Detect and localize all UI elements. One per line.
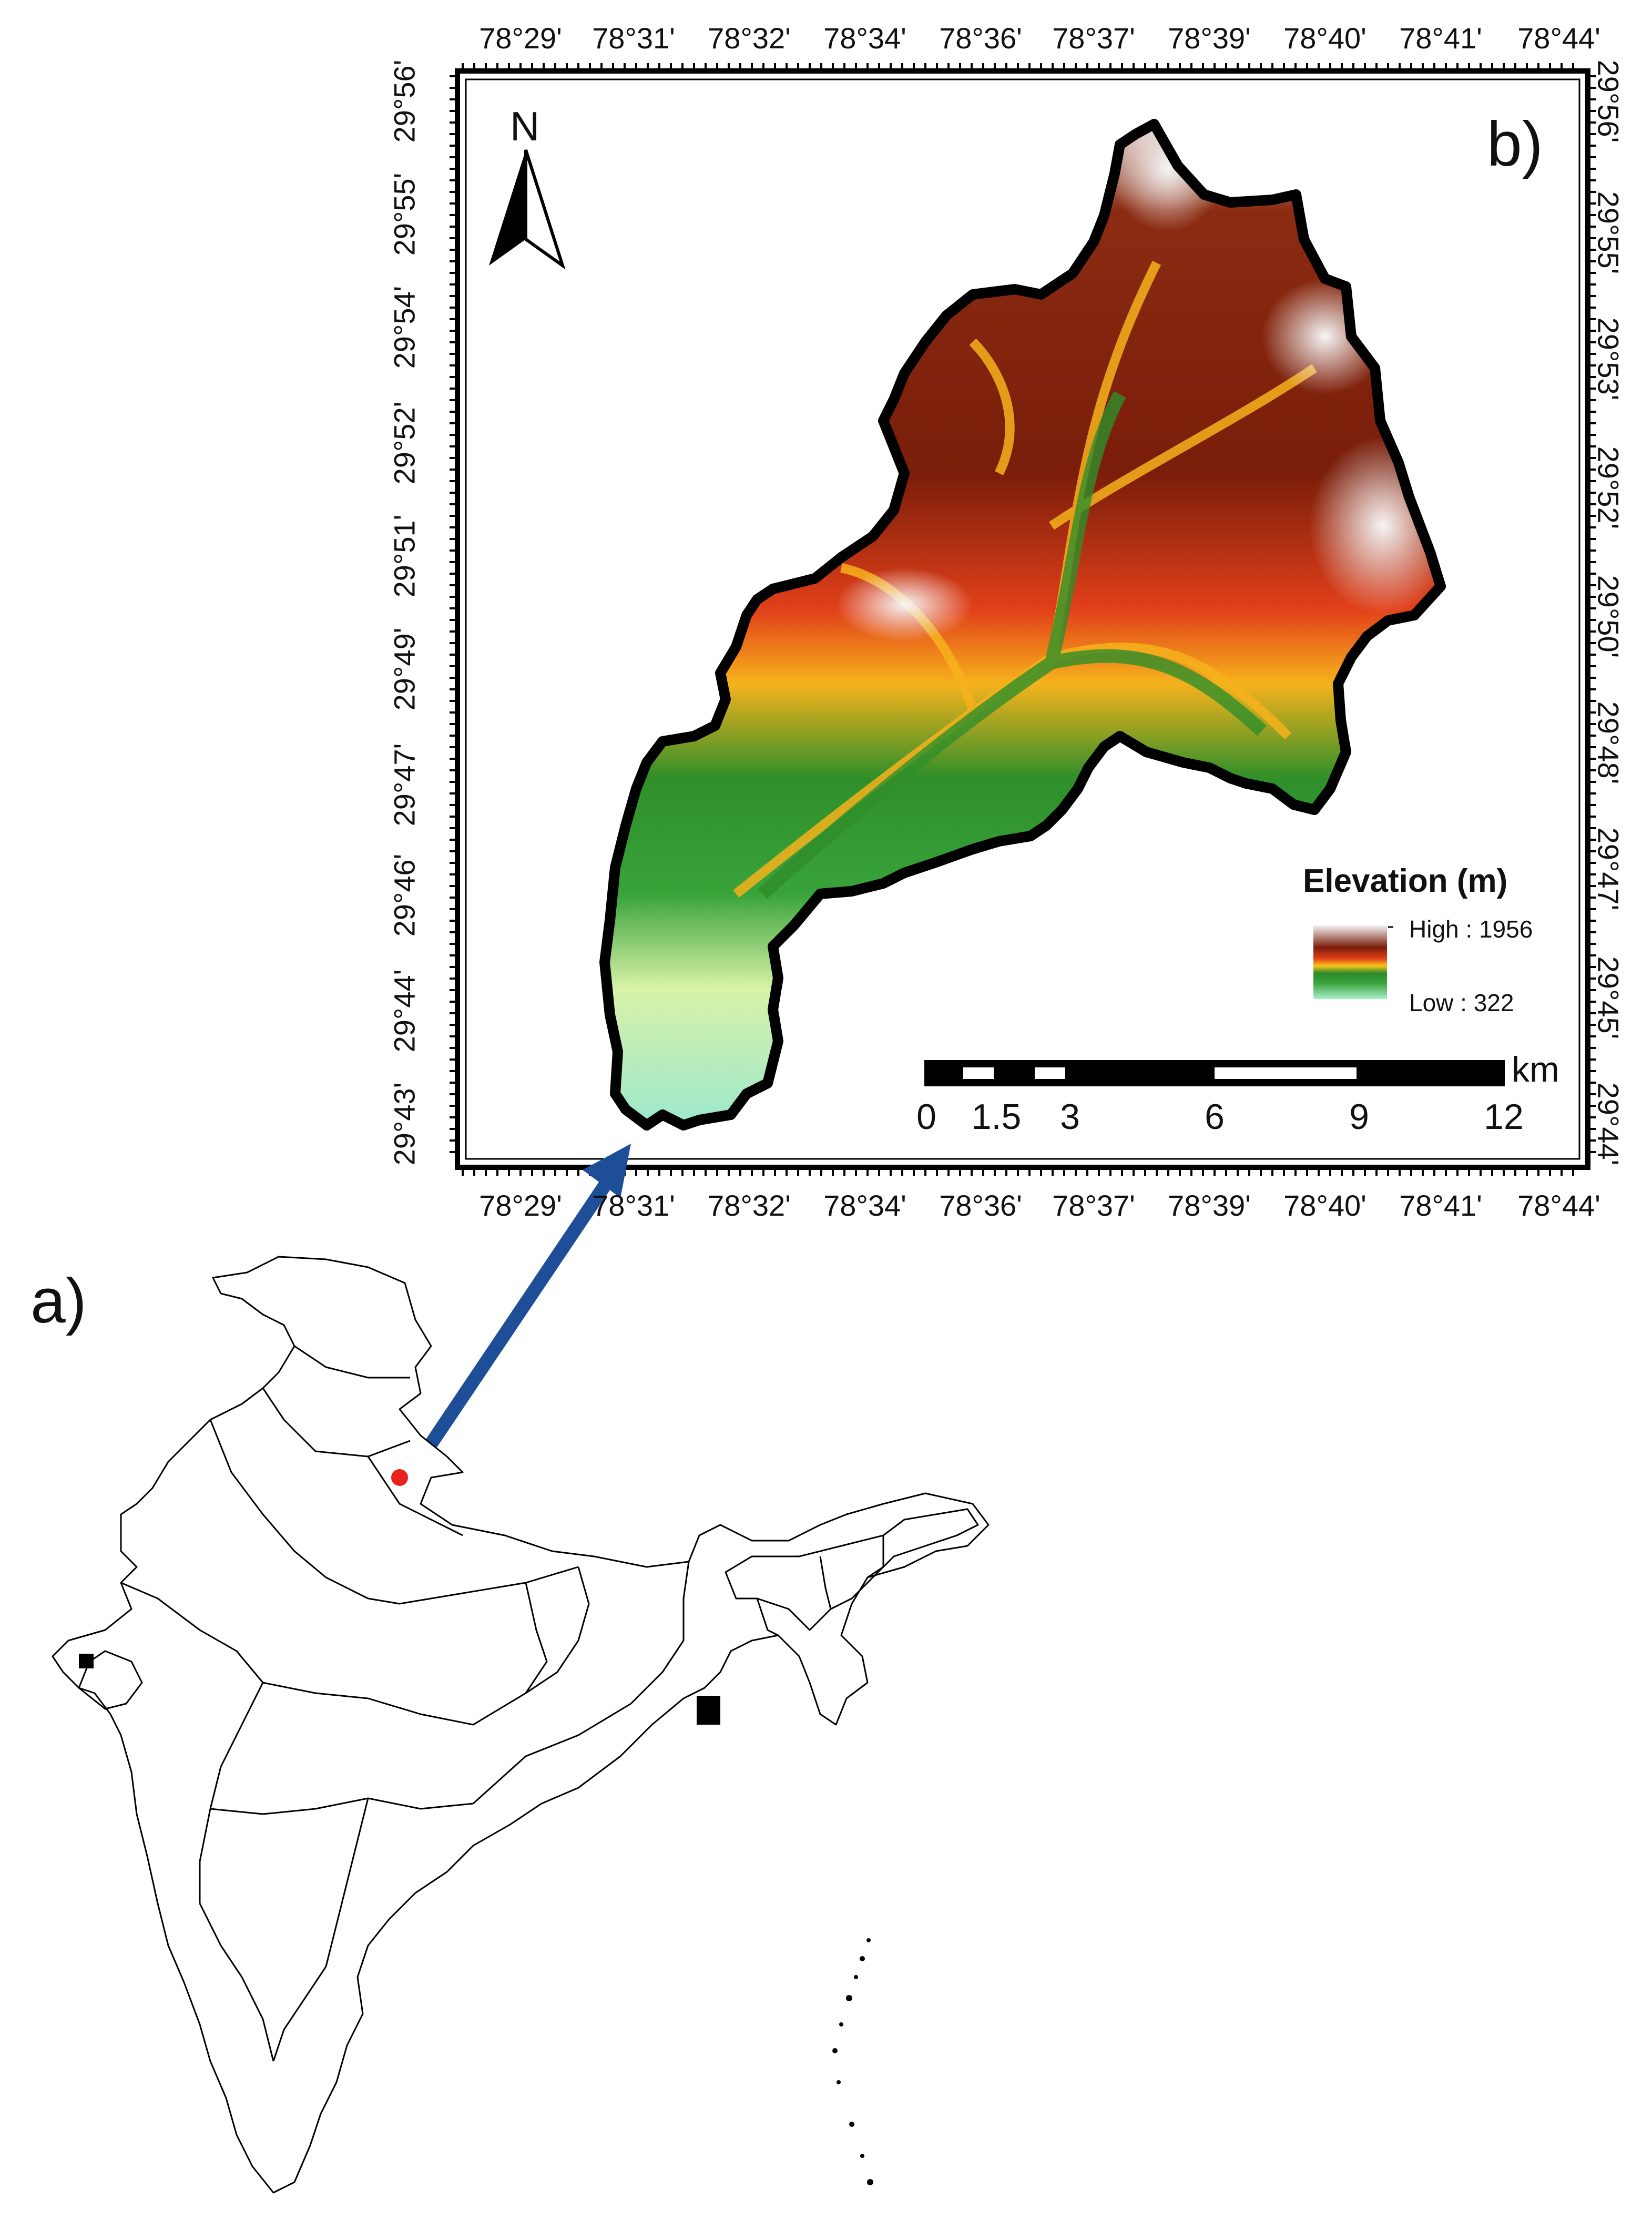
right-tick-6: 29°47' — [1592, 827, 1625, 911]
north-arrow-label: N — [510, 103, 540, 149]
bottom-tick-6: 78°39' — [1168, 1189, 1251, 1222]
bottom-tick-2: 78°32' — [708, 1189, 791, 1222]
right-tick-8: 29°44' — [1592, 1082, 1625, 1166]
scale-label-3: 6 — [1205, 1097, 1225, 1137]
location-dot-icon — [391, 1469, 408, 1486]
map-inner-frame — [465, 78, 1580, 1160]
right-tick-0: 29°56' — [1592, 59, 1625, 143]
scale-label-2: 3 — [1060, 1097, 1080, 1137]
right-tick-1: 29°55' — [1592, 191, 1625, 274]
india-outline — [52, 1256, 990, 2194]
legend-high-label: High : 1956 — [1409, 915, 1533, 943]
top-tick-4: 78°36' — [939, 22, 1022, 55]
right-tick-3: 29°52' — [1592, 446, 1625, 529]
left-tick-5: 29°49' — [387, 627, 421, 711]
top-tick-7: 78°40' — [1283, 22, 1367, 55]
north-arrow-icon — [489, 149, 566, 270]
scale-bar — [924, 1060, 1505, 1086]
left-tick-8: 29°44' — [387, 969, 421, 1053]
top-tick-0: 78°29' — [479, 22, 562, 55]
bottom-tick-8: 78°41' — [1399, 1189, 1482, 1222]
right-tick-4: 29°50' — [1592, 575, 1625, 658]
top-tick-8: 78°41' — [1399, 22, 1482, 55]
andaman-islands — [832, 1938, 873, 2185]
bottom-tick-9: 78°44' — [1517, 1189, 1600, 1222]
top-tick-2: 78°32' — [708, 22, 791, 55]
bottom-tick-0: 78°29' — [479, 1189, 562, 1222]
legend-title: Elevation (m) — [1303, 863, 1508, 899]
top-tick-1: 78°31' — [592, 22, 675, 55]
left-tick-6: 29°47' — [387, 743, 421, 827]
left-tick-2: 29°54' — [387, 286, 421, 369]
scale-label-1: 1.5 — [971, 1097, 1022, 1137]
left-tick-1: 29°55' — [387, 172, 421, 256]
bottom-tick-7: 78°40' — [1283, 1189, 1367, 1222]
top-tick-5: 78°37' — [1052, 22, 1135, 55]
legend-color-ramp — [1313, 925, 1387, 999]
scale-label-5: 12 — [1484, 1097, 1524, 1137]
left-tick-3: 29°52' — [387, 401, 421, 485]
bottom-tick-3: 78°34' — [823, 1189, 906, 1222]
bottom-tick-1: 78°31' — [592, 1189, 675, 1222]
left-tick-4: 29°51' — [387, 514, 421, 598]
scale-unit: km — [1512, 1050, 1559, 1089]
bottom-tick-4: 78°36' — [939, 1189, 1022, 1222]
right-tick-5: 29°48' — [1592, 701, 1625, 785]
panel-b-label: b) — [1487, 109, 1543, 179]
top-tick-9: 78°44' — [1517, 22, 1600, 55]
legend-low-label: Low : 322 — [1409, 989, 1514, 1016]
left-tick-0: 29°56' — [387, 59, 421, 143]
left-tick-7: 29°46' — [387, 853, 421, 937]
left-tick-9: 29°43' — [387, 1082, 421, 1166]
connector-arrow-icon — [403, 1144, 631, 1482]
top-tick-6: 78°39' — [1168, 22, 1251, 55]
bottom-tick-5: 78°37' — [1052, 1189, 1135, 1222]
scale-label-4: 9 — [1349, 1097, 1369, 1137]
right-tick-7: 29°45' — [1592, 956, 1625, 1040]
top-tick-3: 78°34' — [823, 22, 906, 55]
panel-a-label: a) — [30, 1266, 87, 1336]
scale-label-0: 0 — [916, 1097, 936, 1137]
right-tick-2: 29°53' — [1592, 317, 1625, 401]
